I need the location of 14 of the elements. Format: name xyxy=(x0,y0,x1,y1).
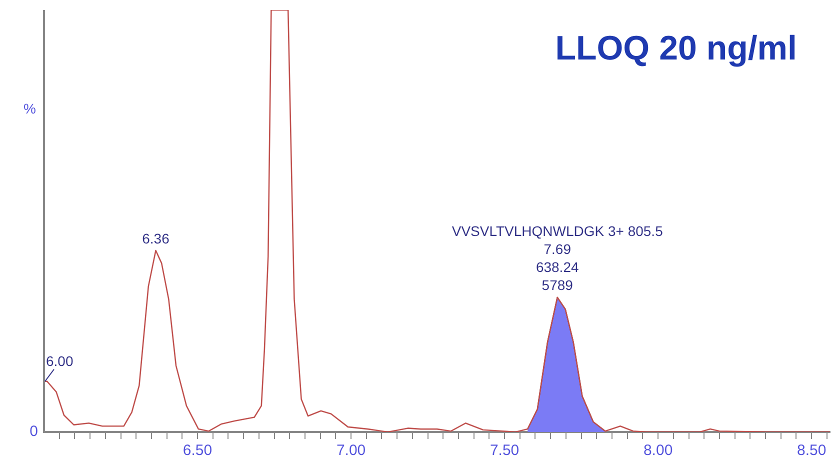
annotation: 6.36 xyxy=(142,230,170,246)
x-tick-label: 8.00 xyxy=(643,442,673,460)
x-tick-label: 7.00 xyxy=(336,442,366,460)
x-tick-label: 8.50 xyxy=(796,442,826,460)
text: LLOQ 20 ng/ml xyxy=(555,29,797,68)
annotation: 5789 xyxy=(542,277,574,294)
annotation: 638.24 xyxy=(536,259,579,276)
annotation: 7.69 xyxy=(544,241,572,258)
x-tick-label: 6.50 xyxy=(182,442,212,460)
y-axis-title: % xyxy=(24,100,36,116)
text: 0 xyxy=(30,423,38,440)
annotation: 6.00 xyxy=(46,353,74,370)
x-tick-label: 7.50 xyxy=(490,442,520,460)
annotation: VVSVLTVLHQNWLDGK 3+ 805.5 xyxy=(452,223,664,240)
